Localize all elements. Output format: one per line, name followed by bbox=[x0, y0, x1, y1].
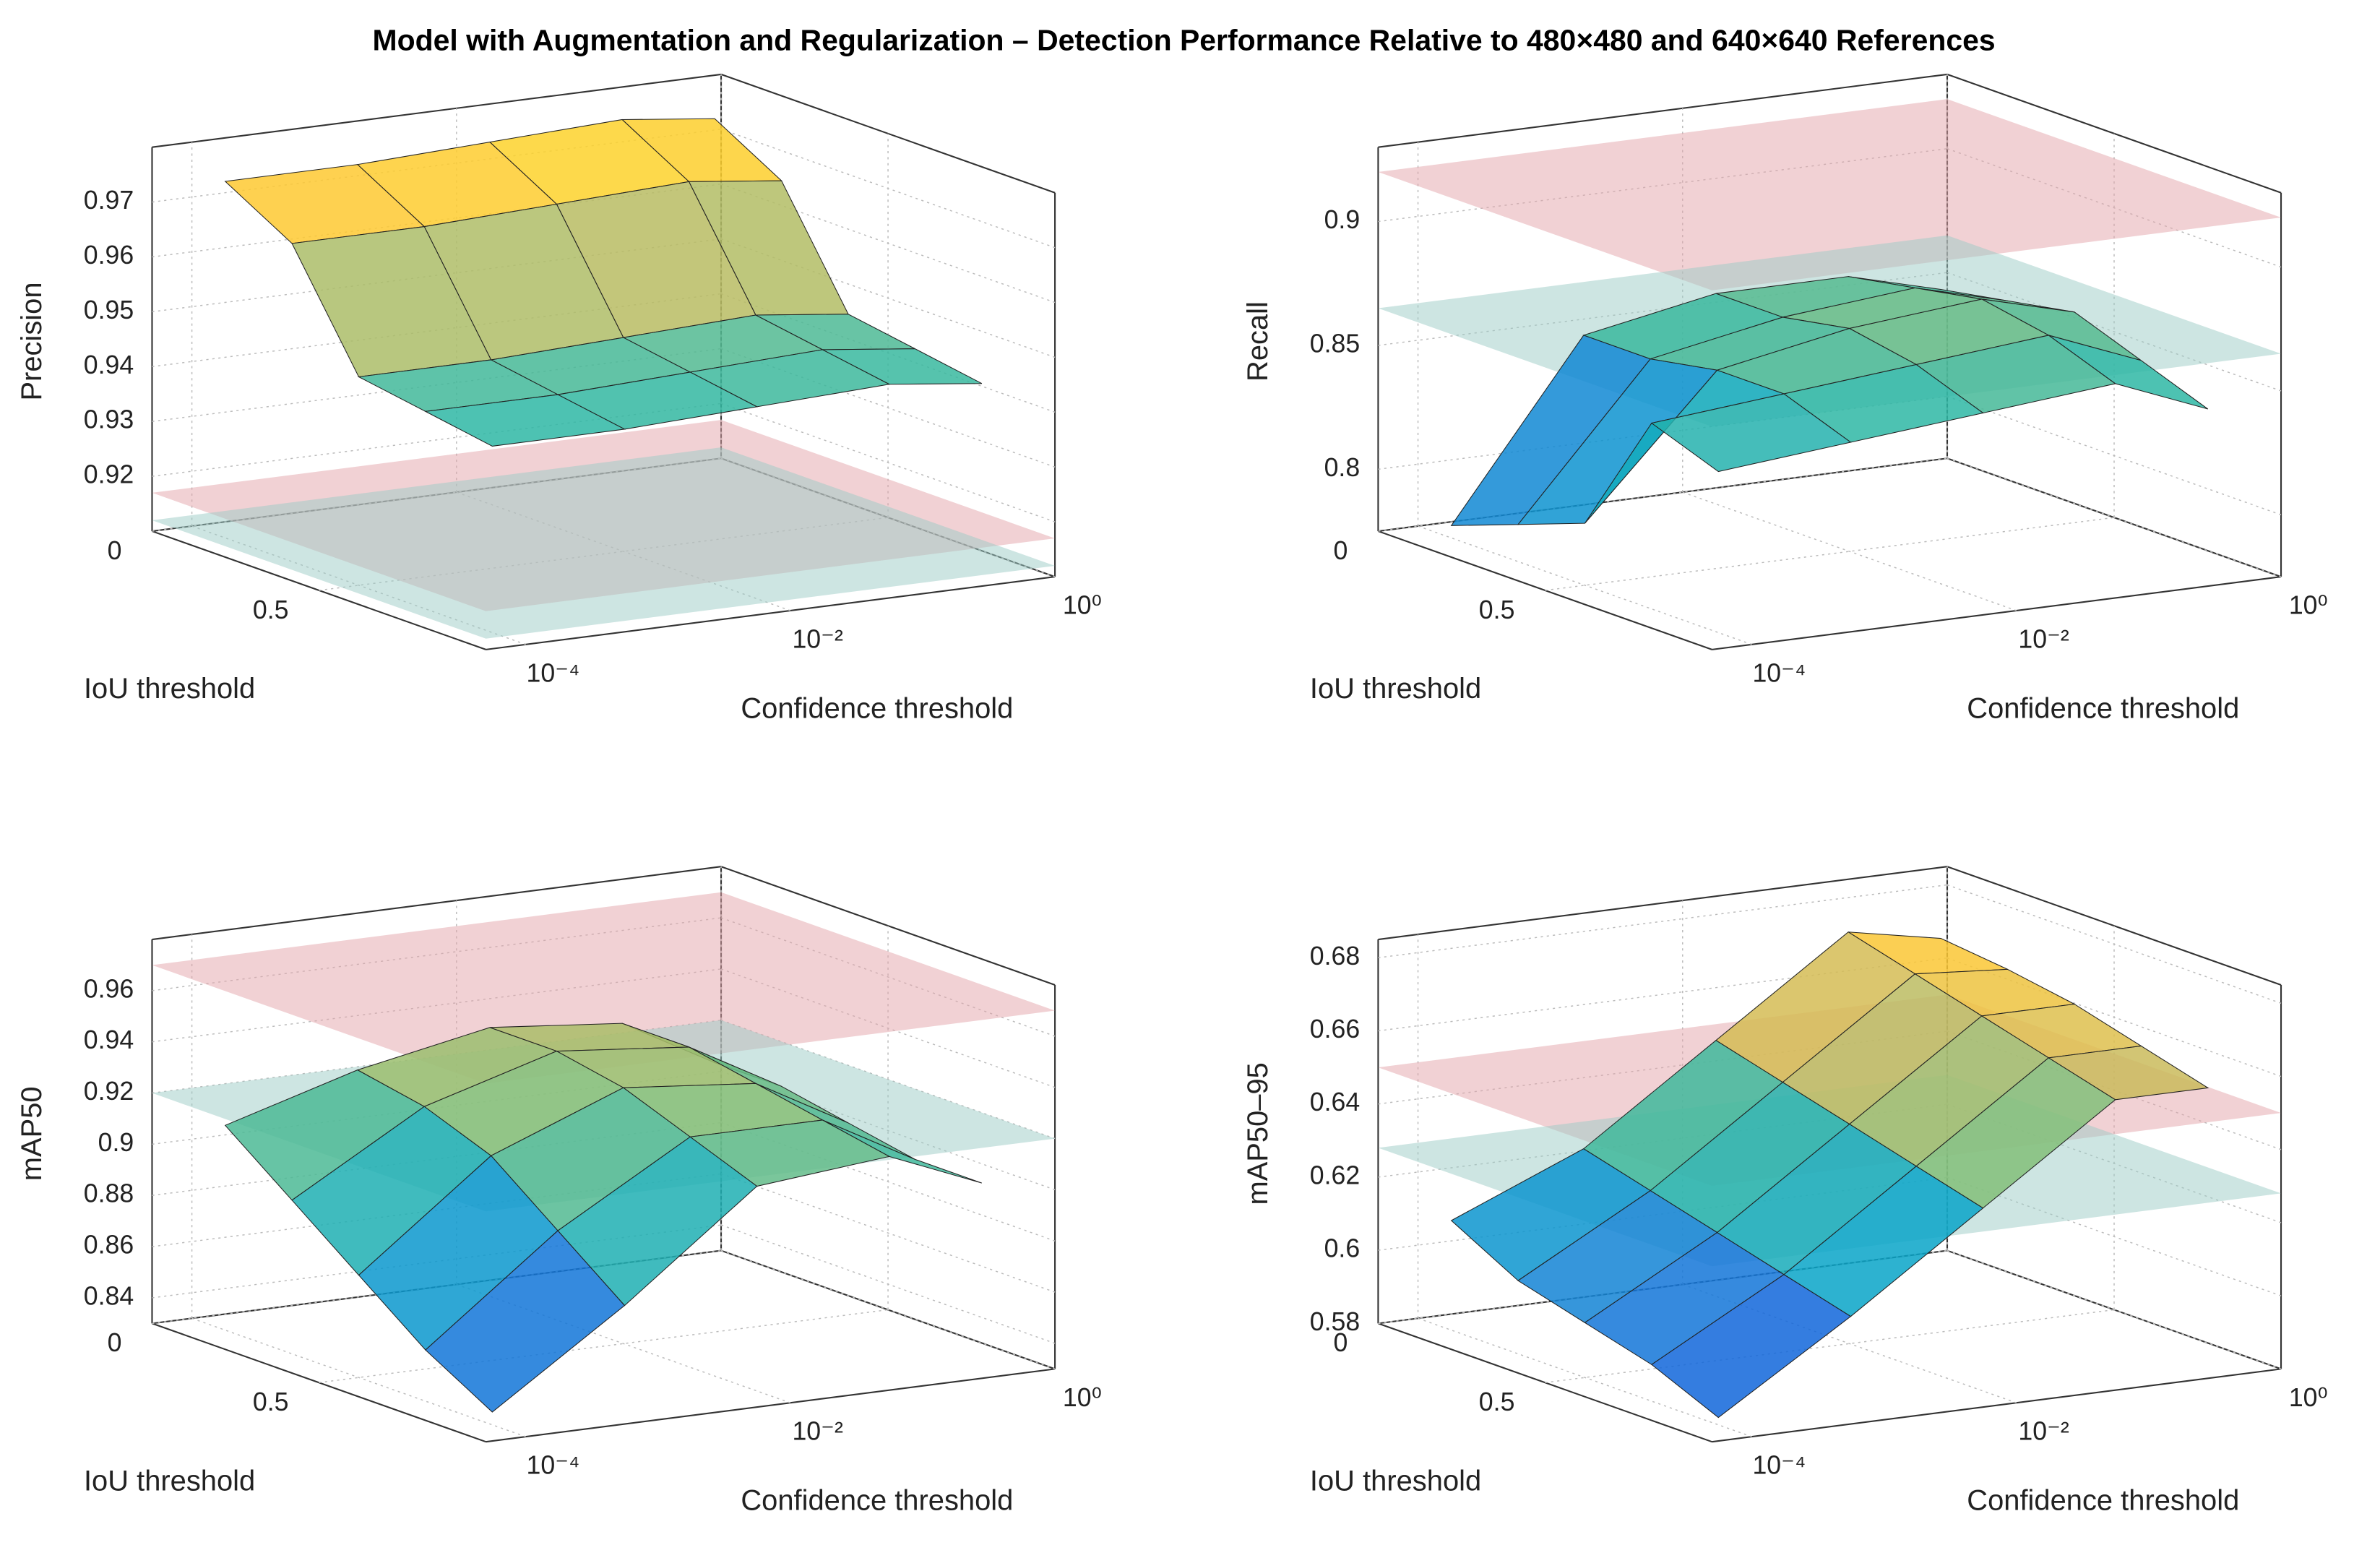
surface-patch bbox=[425, 1230, 626, 1413]
x-tick-label: 0.5 bbox=[253, 1387, 289, 1416]
axis-line bbox=[486, 576, 1056, 650]
grid-line bbox=[191, 1317, 526, 1437]
grid-line bbox=[1946, 1249, 2282, 1370]
grid-line bbox=[1378, 957, 1948, 1032]
axis-line bbox=[152, 866, 722, 941]
x-axis-label: IoU threshold bbox=[1310, 1465, 1481, 1497]
x-axis-label: IoU threshold bbox=[84, 673, 255, 705]
x-tick-label: 0.5 bbox=[1479, 1387, 1515, 1416]
y-tick-label: 10⁰ bbox=[2289, 1383, 2328, 1412]
y-tick-label: 10⁰ bbox=[1063, 1383, 1102, 1412]
axis-line bbox=[486, 1368, 1056, 1443]
grid-line bbox=[1418, 525, 1752, 645]
z-tick-label: 0.88 bbox=[84, 1179, 134, 1208]
x-tick-label: 0 bbox=[108, 536, 122, 565]
z-axis-label: mAP50 bbox=[16, 1086, 48, 1181]
z-tick-label: 0.62 bbox=[1310, 1161, 1360, 1189]
y-tick-label: 10⁻² bbox=[2018, 624, 2069, 653]
z-tick-label: 0.96 bbox=[84, 241, 134, 270]
x-tick-label: 0.5 bbox=[1479, 595, 1515, 624]
grid-line bbox=[720, 1249, 1056, 1370]
reference-plane bbox=[152, 447, 1056, 639]
y-axis-label: Confidence threshold bbox=[1967, 1485, 2239, 1517]
z-tick-label: 0.84 bbox=[84, 1281, 134, 1310]
y-tick-label: 10⁻² bbox=[2018, 1417, 2069, 1446]
axis-line bbox=[152, 73, 722, 148]
axis-line bbox=[1712, 576, 2282, 650]
x-tick-label: 0.5 bbox=[253, 595, 289, 624]
grid-line bbox=[1378, 884, 1948, 959]
z-tick-label: 0.6 bbox=[1324, 1234, 1361, 1263]
z-tick-label: 0.96 bbox=[84, 974, 134, 1003]
z-tick-label: 0.94 bbox=[84, 350, 134, 379]
z-tick-label: 0.85 bbox=[1310, 329, 1360, 358]
grid-line bbox=[152, 403, 722, 477]
y-tick-label: 10⁻² bbox=[792, 624, 843, 653]
z-tick-label: 0.93 bbox=[84, 405, 134, 434]
axis-line bbox=[1712, 1368, 2282, 1443]
z-tick-label: 0.8 bbox=[1324, 453, 1361, 482]
x-tick-label: 0 bbox=[1334, 536, 1348, 565]
grid-line bbox=[1682, 1283, 2017, 1403]
surface-patch bbox=[1650, 1274, 1852, 1419]
axis-line bbox=[1378, 73, 1948, 148]
z-tick-label: 0.68 bbox=[1310, 942, 1360, 971]
z-tick-label: 0.58 bbox=[1310, 1307, 1360, 1336]
grid-line bbox=[1946, 457, 2282, 577]
reference-plane bbox=[1378, 99, 2282, 291]
z-tick-label: 0.94 bbox=[84, 1025, 134, 1054]
grid-line bbox=[319, 1309, 889, 1384]
figure-title: Model with Augmentation and Regularizati… bbox=[372, 24, 1995, 57]
reference-plane bbox=[152, 892, 1056, 1084]
z-tick-label: 0.95 bbox=[84, 296, 134, 324]
z-tick-label: 0.66 bbox=[1310, 1015, 1360, 1043]
surface-patch bbox=[424, 394, 626, 447]
y-tick-label: 10⁻⁴ bbox=[526, 658, 579, 687]
z-axis-label: mAP50–95 bbox=[1242, 1062, 1274, 1205]
subplot: 0.92 0.93 0.94 0.95 0.96 0.97 0 0.5 10⁻⁴ 10⁻² 10⁰ P… bbox=[16, 73, 1102, 724]
z-tick-label: 0.86 bbox=[84, 1231, 134, 1260]
z-axis-label: Recall bbox=[1242, 301, 1274, 382]
axis-line bbox=[1378, 866, 1948, 941]
y-tick-label: 10⁻⁴ bbox=[1752, 1451, 1806, 1480]
y-axis-label: Confidence threshold bbox=[741, 692, 1013, 724]
grid-line bbox=[1545, 1309, 2115, 1384]
subplot: 0.84 0.86 0.88 0.9 0.92 0.94 0.96 0 0.5 10⁻⁴ 10⁻² 1… bbox=[16, 866, 1102, 1517]
z-axis-label: Precision bbox=[16, 283, 48, 401]
z-tick-label: 0.97 bbox=[84, 186, 134, 215]
x-axis-label: IoU threshold bbox=[1310, 673, 1481, 705]
subplot: 0.8 0.85 0.9 0 0.5 10⁻⁴ 10⁻² 10⁰ Recall IoU thres… bbox=[1242, 73, 2328, 724]
y-axis-label: Confidence threshold bbox=[1967, 692, 2239, 724]
z-tick-label: 0.64 bbox=[1310, 1088, 1360, 1116]
y-tick-label: 10⁰ bbox=[2289, 591, 2328, 620]
z-tick-label: 0.92 bbox=[84, 460, 134, 489]
y-tick-label: 10⁻⁴ bbox=[526, 1451, 579, 1480]
grid-line bbox=[720, 1173, 1056, 1293]
y-axis-label: Confidence threshold bbox=[741, 1485, 1013, 1517]
y-tick-label: 10⁻⁴ bbox=[1752, 658, 1806, 687]
grid-line bbox=[1418, 1317, 1752, 1437]
x-axis-label: IoU threshold bbox=[84, 1465, 255, 1497]
x-tick-label: 0 bbox=[1334, 1328, 1348, 1357]
subplot: 0.58 0.6 0.62 0.64 0.66 0.68 0 0.5 10⁻⁴ 10⁻² 10⁰ mA… bbox=[1242, 866, 2328, 1517]
z-tick-label: 0.9 bbox=[98, 1128, 134, 1157]
grid-line bbox=[1545, 517, 2115, 591]
y-tick-label: 10⁻² bbox=[792, 1417, 843, 1446]
grid-line bbox=[1682, 491, 2017, 611]
grid-line bbox=[456, 1283, 791, 1403]
surface-patch bbox=[1650, 393, 1852, 473]
x-tick-label: 0 bbox=[108, 1328, 122, 1357]
axis-line bbox=[1378, 530, 1712, 650]
y-tick-label: 10⁰ bbox=[1063, 591, 1102, 620]
grid-line bbox=[1378, 457, 1948, 532]
z-tick-label: 0.9 bbox=[1324, 205, 1361, 234]
z-tick-label: 0.92 bbox=[84, 1077, 134, 1106]
